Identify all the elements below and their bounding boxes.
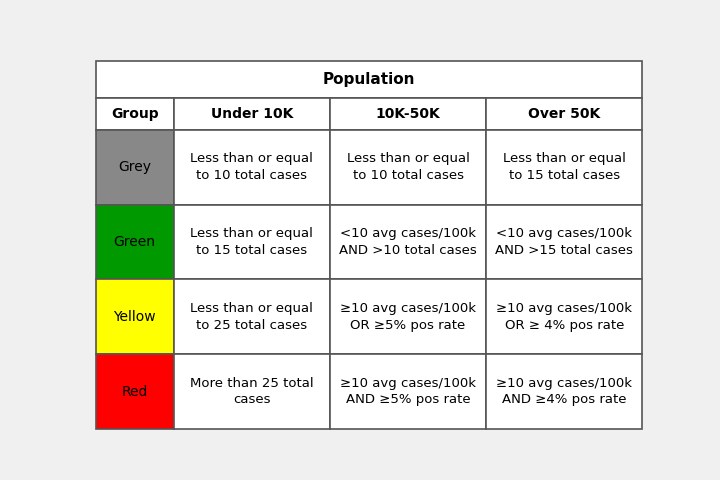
Bar — [174, 204, 330, 279]
Text: Under 10K: Under 10K — [211, 107, 293, 121]
Text: Yellow: Yellow — [113, 310, 156, 324]
Text: ≥10 avg cases/100k
AND ≥5% pos rate: ≥10 avg cases/100k AND ≥5% pos rate — [340, 377, 476, 407]
Bar — [96, 204, 174, 279]
Text: Group: Group — [111, 107, 158, 121]
Bar — [96, 279, 174, 354]
Text: Population: Population — [323, 72, 415, 87]
Bar — [486, 354, 642, 429]
Bar — [174, 98, 330, 130]
Text: Less than or equal
to 10 total cases: Less than or equal to 10 total cases — [190, 152, 313, 182]
Bar — [486, 279, 642, 354]
Text: <10 avg cases/100k
AND >15 total cases: <10 avg cases/100k AND >15 total cases — [495, 227, 633, 257]
Bar — [330, 204, 486, 279]
Text: ≥10 avg cases/100k
OR ≥5% pos rate: ≥10 avg cases/100k OR ≥5% pos rate — [340, 302, 476, 332]
Text: Over 50K: Over 50K — [528, 107, 600, 121]
Text: Less than or equal
to 10 total cases: Less than or equal to 10 total cases — [346, 152, 469, 182]
Bar — [174, 130, 330, 204]
Bar — [486, 98, 642, 130]
Bar — [330, 279, 486, 354]
Text: Less than or equal
to 25 total cases: Less than or equal to 25 total cases — [190, 302, 313, 332]
Bar — [330, 130, 486, 204]
Text: Less than or equal
to 15 total cases: Less than or equal to 15 total cases — [503, 152, 626, 182]
Text: Less than or equal
to 15 total cases: Less than or equal to 15 total cases — [190, 227, 313, 257]
Bar — [174, 279, 330, 354]
Text: ≥10 avg cases/100k
OR ≥ 4% pos rate: ≥10 avg cases/100k OR ≥ 4% pos rate — [496, 302, 632, 332]
Bar — [96, 354, 174, 429]
Text: Grey: Grey — [118, 160, 151, 174]
Text: <10 avg cases/100k
AND >10 total cases: <10 avg cases/100k AND >10 total cases — [339, 227, 477, 257]
Text: Green: Green — [114, 235, 156, 249]
Bar — [96, 61, 642, 98]
Text: 10K-50K: 10K-50K — [376, 107, 441, 121]
Bar — [486, 204, 642, 279]
Bar — [96, 130, 174, 204]
Text: ≥10 avg cases/100k
AND ≥4% pos rate: ≥10 avg cases/100k AND ≥4% pos rate — [496, 377, 632, 407]
Text: Red: Red — [122, 384, 148, 398]
Bar — [330, 354, 486, 429]
Bar — [486, 130, 642, 204]
Text: More than 25 total
cases: More than 25 total cases — [190, 377, 314, 407]
Bar — [330, 98, 486, 130]
Bar — [174, 354, 330, 429]
Bar — [96, 98, 174, 130]
